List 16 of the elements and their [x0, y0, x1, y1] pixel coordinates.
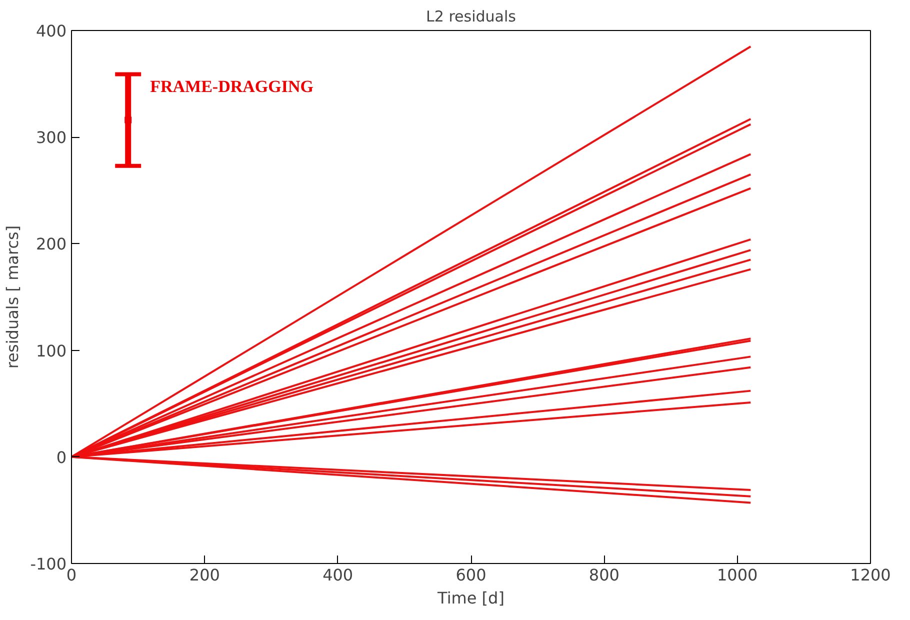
y-tick-label: 400 — [36, 22, 67, 40]
y-tick-label: 100 — [36, 341, 67, 360]
x-tick-label: 800 — [588, 566, 620, 584]
y-axis-title: residuals [ marcs] — [3, 225, 22, 369]
y-tick-label: -100 — [30, 554, 66, 574]
y-tick-label: 0 — [56, 448, 67, 467]
x-tick-label: 400 — [322, 566, 354, 584]
x-tick-label: 1200 — [850, 566, 891, 584]
x-tick-label: 1000 — [716, 566, 758, 584]
chart-title: L2 residuals — [426, 8, 516, 26]
x-axis-title: Time [d] — [436, 588, 504, 608]
y-tick-label: 200 — [36, 234, 67, 254]
y-tick-label: 300 — [36, 128, 67, 148]
series-label: FRAME-DRAGGING — [150, 77, 314, 96]
x-tick-label: 600 — [456, 566, 486, 584]
x-tick-label: 200 — [189, 566, 220, 584]
